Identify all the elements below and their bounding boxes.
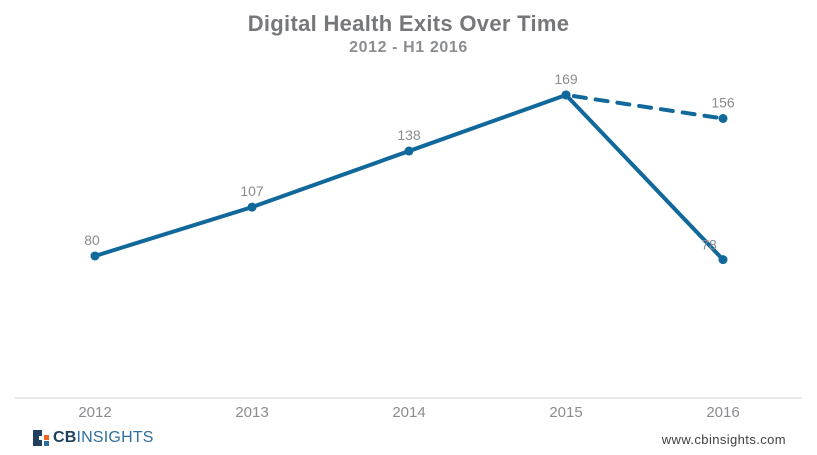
cbinsights-logo-text: CBINSIGHTS: [53, 430, 154, 446]
chart-title: Digital Health Exits Over Time: [247, 11, 570, 36]
logo-text-insights: INSIGHTS: [76, 429, 154, 446]
logo-block-navy: [33, 430, 42, 446]
svg-text:80: 80: [84, 232, 100, 248]
svg-text:138: 138: [397, 127, 421, 143]
svg-text:156: 156: [711, 94, 735, 110]
logo-block-blue: [44, 441, 49, 446]
logo-block-notch: [39, 436, 42, 440]
svg-text:2016: 2016: [706, 404, 739, 421]
svg-text:78: 78: [701, 237, 717, 253]
cbinsights-logo-icon: [33, 430, 49, 446]
svg-text:2015: 2015: [549, 404, 582, 421]
svg-text:107: 107: [240, 183, 264, 199]
logo-text-cb: CB: [53, 429, 77, 446]
svg-text:2012: 2012: [78, 404, 111, 421]
svg-text:2013: 2013: [235, 404, 268, 421]
svg-text:169: 169: [554, 71, 578, 87]
svg-text:2014: 2014: [392, 404, 425, 421]
cbinsights-logo: CBINSIGHTS: [33, 430, 154, 446]
logo-block-orange: [44, 435, 49, 440]
chart-subtitle: 2012 - H1 2016: [349, 39, 468, 56]
website-url: www.cbinsights.com: [661, 432, 786, 447]
